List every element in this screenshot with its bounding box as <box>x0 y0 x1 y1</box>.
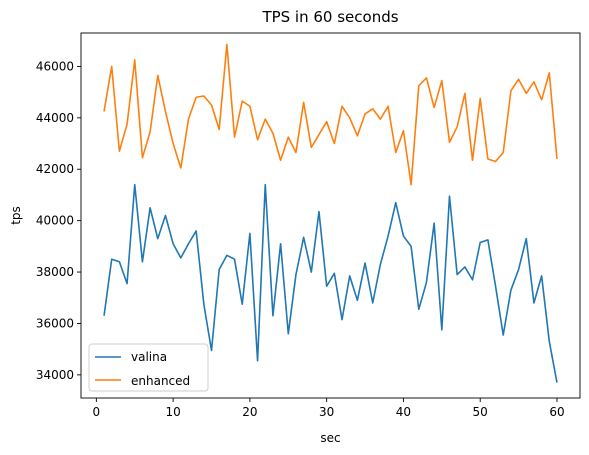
y-tick-label: 36000 <box>36 316 74 330</box>
x-axis-label: sec <box>320 431 340 445</box>
x-tick-label: 10 <box>165 405 180 419</box>
x-tick-label: 60 <box>549 405 564 419</box>
y-tick-label: 46000 <box>36 59 74 73</box>
y-tick-label: 38000 <box>36 265 74 279</box>
legend-label-enhanced: enhanced <box>131 374 190 388</box>
y-tick-label: 44000 <box>36 111 74 125</box>
y-tick-label: 40000 <box>36 214 74 228</box>
legend: valina enhanced <box>88 343 209 392</box>
y-tick-label: 42000 <box>36 162 74 176</box>
chart-title: TPS in 60 seconds <box>261 8 398 26</box>
series-line-enhanced <box>103 43 558 186</box>
series-lines <box>103 43 558 383</box>
x-tick-label: 0 <box>93 405 101 419</box>
y-axis-label: tps <box>9 206 23 225</box>
plot-frame <box>80 32 581 399</box>
x-tick-label: 30 <box>319 405 334 419</box>
y-tick-label: 34000 <box>36 368 74 382</box>
x-tick-label: 50 <box>473 405 488 419</box>
x-tick-label: 40 <box>396 405 411 419</box>
legend-label-valina: valina <box>131 350 167 364</box>
plot-area <box>81 33 580 398</box>
x-tick-label: 20 <box>242 405 257 419</box>
axis-ticks: 0 10 20 30 40 50 60 34000 36000 38000 40000 42000 44… <box>36 59 565 419</box>
series-line-valina <box>103 183 558 383</box>
